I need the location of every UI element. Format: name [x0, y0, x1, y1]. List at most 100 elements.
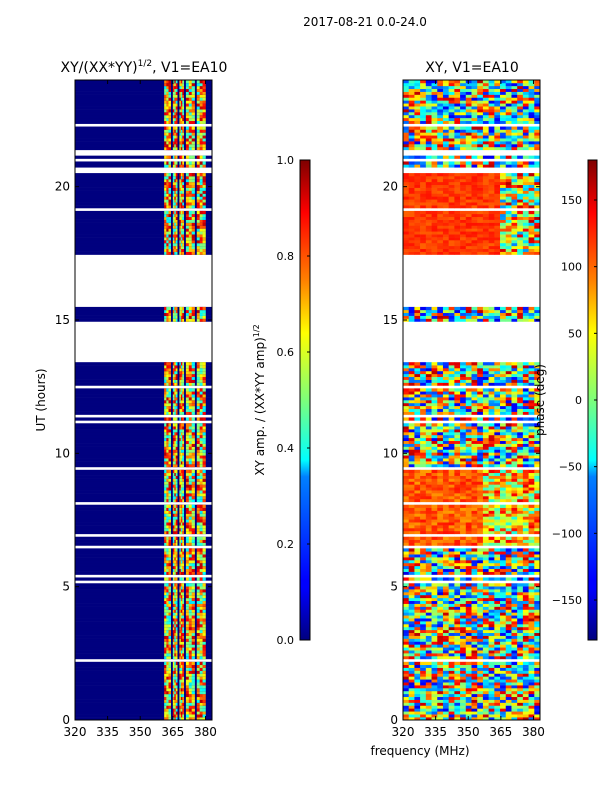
heatmap-cell — [196, 141, 200, 145]
heatmap-cell — [180, 565, 183, 570]
heatmap-cell — [465, 635, 472, 639]
heatmap-cell — [185, 388, 190, 392]
heatmap-cell — [528, 647, 535, 651]
heatmap-cell — [196, 397, 200, 401]
heatmap-cell — [488, 525, 495, 529]
heatmap-cell — [191, 699, 195, 703]
heatmap-cell — [199, 464, 203, 468]
heatmap-cell — [188, 685, 193, 689]
heatmap-cell — [179, 632, 182, 636]
heatmap-cell — [174, 248, 177, 252]
heatmap-cell — [488, 455, 495, 459]
heatmap-cell — [403, 528, 410, 532]
heatmap-cell — [528, 592, 535, 596]
heatmap-cell — [199, 164, 203, 168]
heatmap-cell — [431, 705, 438, 709]
heatmap-cell — [199, 429, 203, 433]
heatmap-cell — [180, 173, 183, 177]
heatmap-cell — [465, 469, 472, 474]
heatmap-cell — [448, 597, 455, 602]
heatmap-cell — [166, 682, 169, 686]
heatmap-cell — [164, 440, 167, 444]
heatmap-cell — [179, 702, 182, 706]
heatmap-cell — [431, 472, 438, 476]
heatmap-cell — [505, 641, 512, 645]
heatmap-cell — [180, 481, 183, 485]
heatmap-cell — [179, 606, 182, 610]
heatmap-cell — [442, 554, 449, 558]
heatmap-cell — [403, 522, 410, 526]
heatmap-cell — [202, 594, 206, 599]
heatmap-cell — [185, 676, 190, 680]
heatmap-cell — [534, 522, 541, 526]
heatmap-cell — [425, 525, 432, 529]
heatmap-cell — [168, 461, 171, 465]
heatmap-cell — [425, 565, 432, 570]
heatmap-cell — [454, 507, 461, 511]
heatmap-cell — [431, 443, 438, 447]
heatmap-cell — [175, 653, 178, 657]
heatmap-cell — [180, 682, 183, 686]
heatmap-cell — [414, 679, 421, 683]
heatmap-cell — [182, 510, 185, 514]
heatmap-cell — [191, 449, 195, 453]
heatmap-cell — [517, 606, 524, 610]
heatmap-cell — [477, 603, 484, 607]
heatmap-cell — [164, 106, 167, 110]
heatmap-cell — [172, 245, 175, 250]
heatmap-cell — [168, 446, 171, 450]
heatmap-cell — [437, 702, 444, 706]
heatmap-cell — [172, 461, 175, 465]
heatmap-cell — [471, 571, 478, 575]
heatmap-cell — [534, 434, 541, 439]
heatmap-cell — [414, 609, 421, 613]
heatmap-cell — [471, 594, 478, 599]
heatmap-cell — [505, 464, 512, 468]
heatmap-cell — [174, 632, 177, 636]
heatmap-cell — [168, 199, 171, 203]
heatmap-cell — [448, 562, 455, 567]
heatmap-cell — [182, 600, 185, 604]
heatmap-cell — [511, 525, 518, 529]
heatmap-cell — [534, 530, 541, 535]
heatmap-cell — [180, 400, 183, 404]
heatmap-row — [75, 112, 212, 116]
heatmap-row — [75, 388, 212, 392]
heatmap-cell — [442, 597, 449, 602]
heatmap-cell — [431, 516, 438, 520]
heatmap-cell — [477, 624, 484, 628]
heatmap-cell — [494, 632, 501, 636]
heatmap-cell — [185, 237, 190, 241]
heatmap-cell — [196, 685, 200, 689]
heatmap-cell — [482, 708, 489, 712]
heatmap-cell — [191, 661, 195, 666]
heatmap-cell — [179, 638, 182, 642]
heatmap-cell — [185, 717, 190, 721]
heatmap-cell — [494, 597, 501, 602]
heatmap-cell — [420, 498, 427, 503]
heatmap-cell — [196, 594, 200, 599]
heatmap-cell — [199, 472, 203, 476]
heatmap-cell — [420, 461, 427, 465]
heatmap-cell — [199, 519, 203, 523]
heatmap-cell — [202, 475, 206, 479]
heatmap-cell — [199, 138, 203, 142]
heatmap-row — [75, 432, 212, 436]
heatmap-cell — [185, 528, 190, 532]
heatmap-cell — [403, 586, 410, 590]
heatmap-cell — [188, 405, 193, 410]
heatmap-cell — [511, 705, 518, 709]
heatmap-cell — [164, 117, 167, 122]
heatmap-cell — [196, 405, 200, 410]
heatmap-cell — [191, 458, 195, 462]
heatmap-cell — [522, 536, 529, 540]
heatmap-cell — [175, 391, 178, 395]
heatmap-cell — [534, 656, 541, 660]
heatmap-cell — [534, 446, 541, 450]
heatmap-cell — [164, 667, 167, 671]
heatmap-cell — [172, 618, 175, 622]
heatmap-cell — [202, 318, 206, 322]
heatmap-cell — [403, 685, 410, 689]
heatmap-cell — [172, 612, 175, 616]
heatmap-cell — [202, 606, 206, 610]
